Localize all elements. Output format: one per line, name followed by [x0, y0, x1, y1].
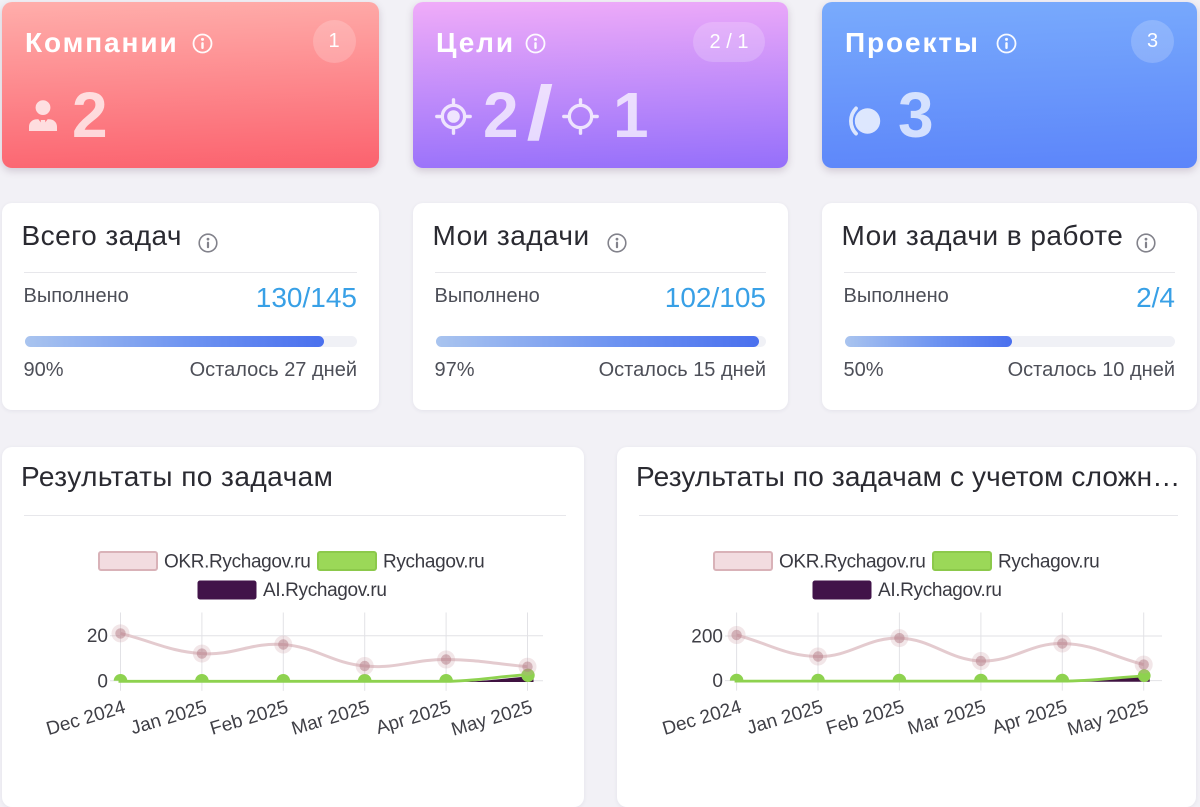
- svg-text:Rychagov.ru: Rychagov.ru: [998, 552, 1099, 573]
- svg-text:AI.Rychagov.ru: AI.Rychagov.ru: [263, 580, 387, 601]
- svg-text:Apr 2025: Apr 2025: [374, 697, 454, 739]
- svg-text:Jan 2025: Jan 2025: [128, 697, 209, 739]
- svg-text:Rychagov.ru: Rychagov.ru: [383, 552, 484, 573]
- svg-text:0: 0: [712, 671, 723, 692]
- svg-text:20: 20: [87, 626, 108, 647]
- svg-text:Apr 2025: Apr 2025: [990, 697, 1070, 739]
- svg-text:Feb 2025: Feb 2025: [824, 697, 907, 740]
- svg-text:May 2025: May 2025: [1065, 697, 1151, 741]
- svg-text:OKR.Rychagov.ru: OKR.Rychagov.ru: [779, 552, 925, 573]
- svg-text:Jan 2025: Jan 2025: [744, 697, 825, 739]
- svg-text:200: 200: [691, 627, 723, 648]
- svg-text:Mar 2025: Mar 2025: [905, 697, 988, 740]
- svg-text:0: 0: [97, 671, 108, 692]
- svg-text:Feb 2025: Feb 2025: [208, 697, 291, 740]
- svg-text:Mar 2025: Mar 2025: [289, 697, 372, 740]
- svg-text:Dec 2024: Dec 2024: [660, 697, 744, 740]
- svg-text:May 2025: May 2025: [449, 697, 535, 741]
- svg-text:Dec 2024: Dec 2024: [44, 697, 128, 740]
- svg-text:AI.Rychagov.ru: AI.Rychagov.ru: [878, 580, 1002, 601]
- svg-text:OKR.Rychagov.ru: OKR.Rychagov.ru: [164, 552, 310, 573]
